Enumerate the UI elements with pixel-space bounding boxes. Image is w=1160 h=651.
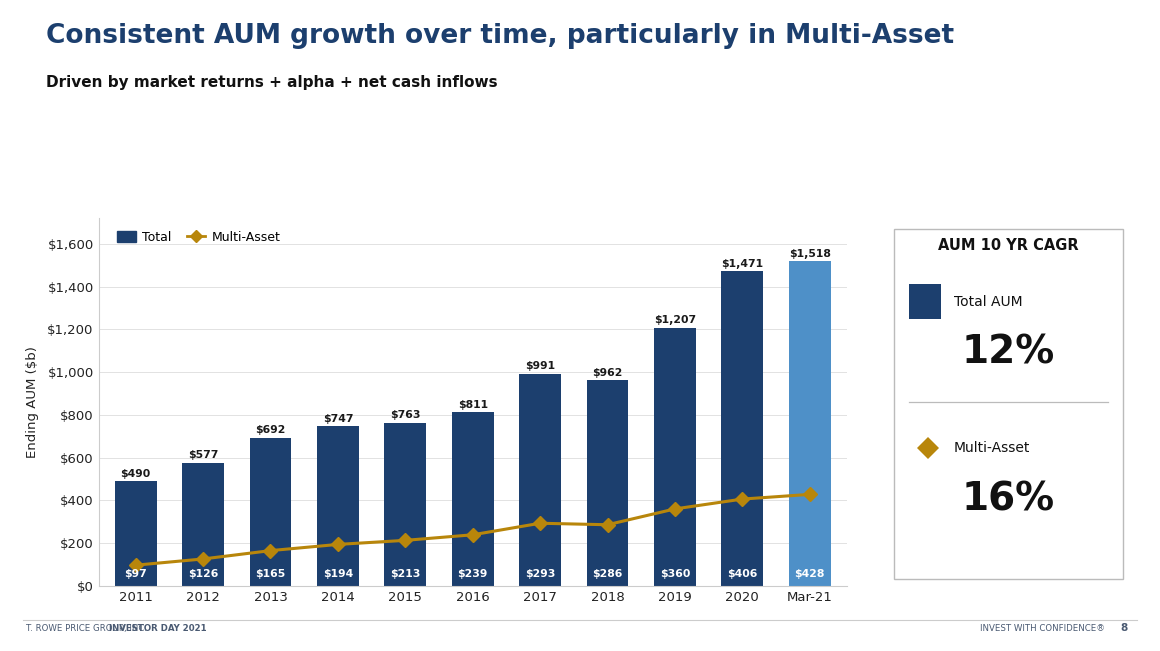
Text: $126: $126	[188, 570, 218, 579]
Bar	[451, 413, 494, 586]
Bar	[384, 422, 426, 586]
Bar	[317, 426, 358, 586]
Text: $692: $692	[255, 425, 285, 436]
Text: $239: $239	[457, 570, 488, 579]
FancyBboxPatch shape	[894, 229, 1123, 579]
Text: INVESTOR DAY 2021: INVESTOR DAY 2021	[109, 624, 206, 633]
Text: Consistent AUM growth over time, particularly in Multi-Asset: Consistent AUM growth over time, particu…	[46, 23, 955, 49]
Text: $428: $428	[795, 570, 825, 579]
Y-axis label: Ending AUM ($b): Ending AUM ($b)	[26, 346, 39, 458]
Text: $747: $747	[322, 413, 353, 424]
Text: $1,207: $1,207	[654, 315, 696, 326]
Text: $763: $763	[390, 410, 421, 420]
Text: 16%: 16%	[962, 480, 1056, 518]
Text: 8: 8	[1121, 623, 1128, 633]
Text: Multi-Asset: Multi-Asset	[954, 441, 1030, 455]
Text: Driven by market returns + alpha + net cash inflows: Driven by market returns + alpha + net c…	[46, 75, 498, 90]
Bar	[249, 438, 291, 586]
Text: 12%: 12%	[962, 333, 1056, 371]
Bar	[520, 374, 561, 586]
Text: $97: $97	[124, 570, 147, 579]
Text: $1,518: $1,518	[789, 249, 831, 258]
Text: $962: $962	[593, 368, 623, 378]
Text: $577: $577	[188, 450, 218, 460]
Bar	[722, 271, 763, 586]
Text: $811: $811	[458, 400, 487, 410]
Text: $360: $360	[660, 570, 690, 579]
Text: $991: $991	[525, 361, 556, 372]
Text: $490: $490	[121, 469, 151, 478]
Bar	[587, 380, 629, 586]
Bar	[908, 284, 941, 319]
Text: $165: $165	[255, 570, 285, 579]
Legend: Total, Multi-Asset: Total, Multi-Asset	[113, 226, 285, 249]
Bar	[654, 328, 696, 586]
Bar	[789, 261, 831, 586]
Text: $293: $293	[525, 570, 556, 579]
Text: T. ROWE PRICE GROUP, INC.: T. ROWE PRICE GROUP, INC.	[26, 624, 152, 633]
Text: AUM 10 YR CAGR: AUM 10 YR CAGR	[938, 238, 1079, 253]
Bar	[182, 462, 224, 586]
Text: $1,471: $1,471	[722, 258, 763, 269]
Text: $286: $286	[593, 570, 623, 579]
Text: Total AUM: Total AUM	[954, 295, 1022, 309]
Text: $194: $194	[322, 570, 353, 579]
Text: INVEST WITH CONFIDENCE®: INVEST WITH CONFIDENCE®	[980, 624, 1105, 633]
Text: $406: $406	[727, 570, 757, 579]
Text: $213: $213	[390, 570, 420, 579]
Bar	[115, 481, 157, 586]
